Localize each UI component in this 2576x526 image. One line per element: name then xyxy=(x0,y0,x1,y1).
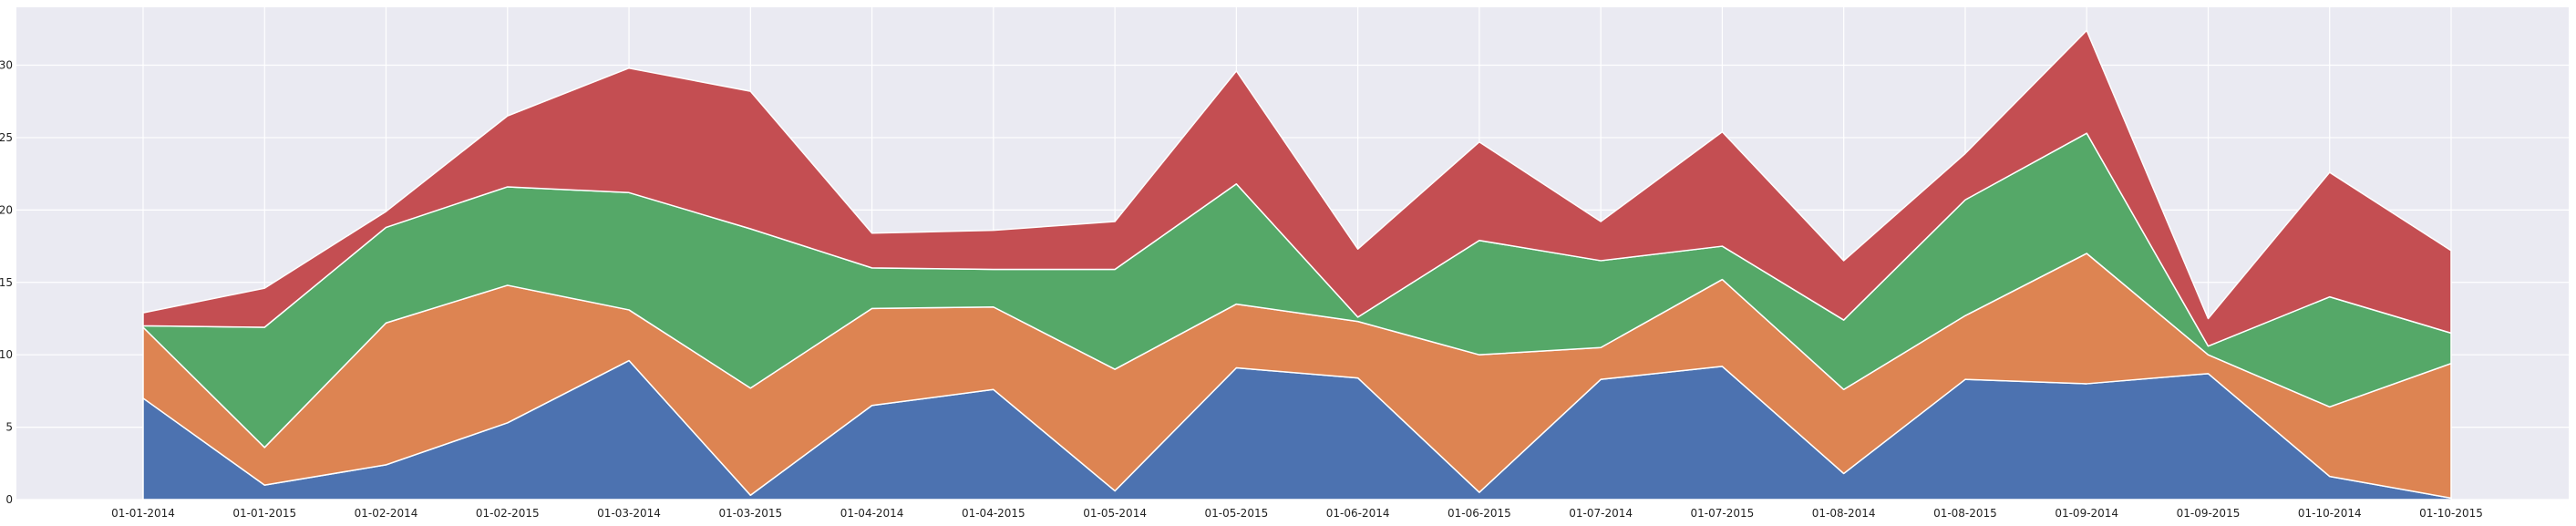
x-tick-label: 01-03-2014 xyxy=(597,507,661,520)
y-axis-ticks: 0 5 10 15 20 25 30 xyxy=(0,59,13,506)
x-tick-label: 01-06-2015 xyxy=(1448,507,1511,520)
area-series-group xyxy=(142,29,2452,500)
x-tick-label: 01-04-2015 xyxy=(962,507,1025,520)
y-tick-label: 20 xyxy=(0,203,13,216)
x-tick-label: 01-10-2015 xyxy=(2419,507,2483,520)
y-tick-label: 30 xyxy=(0,59,13,72)
area-series-4 xyxy=(142,29,2452,347)
y-tick-label: 0 xyxy=(5,493,13,506)
x-tick-label: 01-07-2015 xyxy=(1691,507,1755,520)
x-tick-label: 01-07-2014 xyxy=(1569,507,1633,520)
x-tick-label: 01-01-2014 xyxy=(111,507,175,520)
x-tick-label: 01-05-2014 xyxy=(1083,507,1147,520)
y-tick-label: 5 xyxy=(5,421,13,434)
x-tick-label: 01-02-2015 xyxy=(476,507,540,520)
x-tick-label: 01-06-2014 xyxy=(1326,507,1390,520)
x-tick-label: 01-03-2015 xyxy=(718,507,782,520)
x-tick-label: 01-10-2014 xyxy=(2298,507,2362,520)
y-tick-label: 15 xyxy=(0,276,13,289)
x-tick-label: 01-05-2015 xyxy=(1204,507,1268,520)
x-tick-label: 01-09-2014 xyxy=(2055,507,2118,520)
x-tick-label: 01-08-2014 xyxy=(1812,507,1876,520)
y-tick-label: 10 xyxy=(0,348,13,361)
x-axis-ticks: 01-01-2014 01-01-2015 01-02-2014 01-02-2015… xyxy=(111,507,2483,520)
x-tick-label: 01-01-2015 xyxy=(232,507,296,520)
x-tick-label: 01-09-2015 xyxy=(2177,507,2241,520)
x-tick-label: 01-04-2014 xyxy=(840,507,904,520)
y-tick-label: 25 xyxy=(0,131,13,144)
x-tick-label: 01-08-2015 xyxy=(1933,507,1997,520)
x-tick-label: 01-02-2014 xyxy=(355,507,418,520)
